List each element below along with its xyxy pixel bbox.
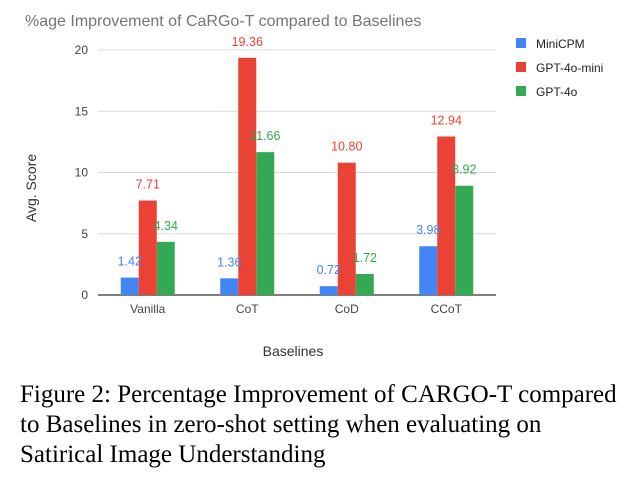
data-label: 1.36 — [217, 255, 241, 269]
data-label: 4.34 — [154, 219, 178, 233]
x-axis-ticks: Vanilla CoT CoD CCoT — [130, 302, 462, 316]
caption-name-t: -T — [488, 381, 512, 408]
legend-swatch — [516, 38, 526, 48]
legend: MiniCPM GPT-4o-mini GPT-4o — [516, 37, 603, 99]
y-tick-label: 5 — [81, 227, 88, 241]
legend-label: GPT-4o — [536, 85, 578, 99]
bar-minicpm — [220, 278, 239, 295]
bar-gpt-4o-mini — [138, 200, 157, 295]
caption-name-rg: RG — [435, 381, 471, 408]
data-label: 10.80 — [331, 140, 362, 154]
legend-label: GPT-4o-mini — [536, 61, 603, 75]
bar-gpt-4o-mini — [437, 136, 456, 295]
caption-name-c: C — [401, 381, 418, 408]
x-tick-label: CCoT — [431, 302, 463, 316]
caption-name-a: A — [417, 381, 436, 408]
bar-gpt-4o — [256, 152, 275, 295]
caption-name-o: O — [470, 381, 489, 408]
y-tick-label: 10 — [75, 166, 89, 180]
legend-swatch — [516, 62, 526, 72]
bar-gpt-4o-mini — [238, 57, 257, 296]
x-tick-label: CoD — [335, 302, 359, 316]
bar-gpt-4o — [156, 241, 175, 295]
y-tick-label: 0 — [81, 288, 88, 302]
bar-minicpm — [319, 286, 338, 295]
bar-gpt-4o — [455, 185, 474, 295]
legend-swatch — [516, 86, 526, 96]
data-label: 3.98 — [416, 223, 440, 237]
x-axis-label: Baselines — [263, 343, 324, 359]
data-label: 1.72 — [353, 251, 377, 265]
caption-suffix: compared to Baselines in zero-shot setti… — [20, 381, 617, 468]
bar-chart: %age Improvement of CaRGo-T compared to … — [23, 13, 603, 359]
data-label: 1.42 — [118, 255, 142, 269]
bars — [120, 57, 474, 296]
bar-gpt-4o-mini — [337, 162, 356, 295]
data-labels: 1.42 7.71 4.34 1.36 19.36 11.66 0.72 10.80 1.72 3… — [118, 35, 477, 277]
data-label: 8.92 — [452, 163, 476, 177]
data-label: 19.36 — [232, 35, 263, 49]
data-label: 7.71 — [136, 178, 160, 192]
x-tick-label: Vanilla — [130, 302, 165, 316]
bar-minicpm — [419, 246, 438, 295]
figure-caption: Figure 2: Percentage Improvement of CARG… — [20, 380, 620, 470]
bar-minicpm — [120, 277, 139, 295]
y-tick-label: 15 — [75, 104, 89, 118]
y-axis-ticks: 0 5 10 15 20 — [75, 43, 89, 302]
chart-title: %age Improvement of CaRGo-T compared to … — [25, 13, 421, 30]
y-tick-label: 20 — [75, 43, 89, 57]
legend-label: MiniCPM — [536, 37, 585, 51]
caption-prefix: Figure 2: Percentage Improvement of — [20, 381, 402, 408]
data-label: 11.66 — [250, 129, 280, 143]
data-label: 0.72 — [317, 263, 341, 277]
y-axis-label: Avg. Score — [23, 154, 39, 222]
bar-gpt-4o — [355, 273, 374, 295]
data-label: 12.94 — [431, 113, 462, 127]
x-tick-label: CoT — [236, 302, 259, 316]
